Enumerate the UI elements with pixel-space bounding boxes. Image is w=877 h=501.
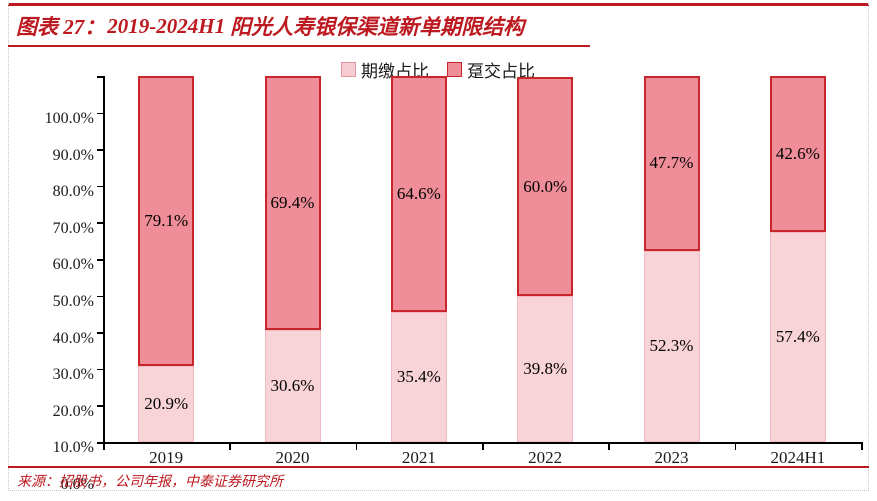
y-axis-tick: [97, 222, 103, 224]
footer-rule: [8, 466, 869, 468]
legend-swatch-icon-dunjiao: [447, 62, 462, 77]
bar-group[interactable]: 52.3% 47.7%: [643, 76, 700, 442]
y-axis-tick: [97, 185, 103, 188]
y-axis-tick-label: 60.0%: [52, 256, 94, 274]
legend-item-dunjiao[interactable]: 趸交占比: [447, 57, 535, 82]
x-axis-tick: [229, 442, 231, 450]
bar-segment-qijiao[interactable]: [264, 330, 321, 442]
bar-value-label-qijiao: 35.4%: [396, 367, 441, 387]
y-axis-tick-label: 40.0%: [52, 329, 94, 347]
x-axis-tick: [103, 442, 105, 450]
y-axis-tick: [97, 442, 103, 444]
figure-number-label: 图表 27：: [16, 15, 106, 39]
y-axis-tick-label: 30.0%: [52, 366, 94, 384]
bar-value-label-qijiao: 39.8%: [523, 359, 568, 379]
x-axis-category-label: 2021: [401, 448, 436, 467]
bar-value-label-dunjiao: 79.1%: [144, 210, 189, 230]
bar-segment-qijiao[interactable]: [390, 312, 447, 442]
x-axis-tick: [734, 442, 737, 450]
y-axis-line: [103, 76, 105, 443]
y-axis-tick: [97, 295, 103, 298]
figure-title-text: 阳光人寿银保渠道新单期限结构: [230, 15, 525, 39]
bar-segment-qijiao[interactable]: [138, 365, 195, 442]
y-axis-tick: [97, 112, 103, 115]
x-axis-category-label: 2020: [275, 448, 310, 467]
x-axis-tick: [482, 442, 484, 450]
bar-group[interactable]: 39.8% 60.0%: [517, 76, 574, 442]
y-axis-tick-label: 20.0%: [52, 402, 94, 420]
legend-label-dunjiao: 趸交占比: [467, 62, 535, 81]
legend-swatch-icon-qijiao: [341, 62, 356, 77]
x-axis-category-label: 2024H1: [770, 448, 826, 467]
y-axis-tick-label: 70.0%: [52, 219, 94, 237]
y-axis-tick-label: 100.0%: [44, 110, 94, 127]
bar-group[interactable]: 20.9% 79.1%: [138, 76, 195, 442]
y-axis-tick-label: 80.0%: [52, 183, 94, 201]
source-note: 来源：招股书，公司年报，中泰证券研究所: [17, 475, 283, 490]
bar-segment-dunjiao[interactable]: [264, 76, 321, 331]
figure-title: 图表 27： 2019-2024H1 阳光人寿银保渠道新单期限结构: [16, 9, 616, 43]
bar-segment-qijiao[interactable]: [769, 231, 826, 442]
figure-title-years: 2019-2024H1: [107, 13, 226, 38]
top-rule: [8, 3, 869, 6]
bar-value-label-dunjiao: 42.6%: [775, 143, 820, 163]
bar-series-container: 20.9% 79.1% 30.6% 69.4% 35.4% 64.6% 39.8% 60.0%…: [103, 76, 861, 442]
y-axis-tick: [97, 76, 103, 78]
y-axis-tick: [97, 405, 103, 407]
bar-value-label-qijiao: 52.3%: [649, 336, 694, 356]
bar-segment-dunjiao[interactable]: [390, 76, 447, 313]
bar-value-label-qijiao: 20.9%: [144, 393, 189, 413]
x-axis-category-label: 2019: [149, 448, 184, 467]
y-axis-labels: 0.0% 10.0% 20.0% 30.0% 40.0% 50.0% 60.0% 70.0% 8…: [16, 110, 94, 493]
bar-group[interactable]: 35.4% 64.6%: [390, 76, 447, 442]
plot-region: 20.9% 79.1% 30.6% 69.4% 35.4% 64.6% 39.8% 60.0%…: [97, 76, 863, 450]
bar-value-label-qijiao: 30.6%: [270, 376, 315, 396]
y-axis-tick-label: 50.0%: [52, 293, 94, 310]
x-axis-category-label: 2023: [654, 448, 689, 467]
bar-segment-dunjiao[interactable]: [138, 76, 195, 366]
y-axis-tick: [97, 259, 103, 261]
left-border: [8, 3, 9, 491]
bar-segment-dunjiao[interactable]: [769, 76, 826, 232]
bar-segment-qijiao[interactable]: [643, 250, 700, 442]
bar-segment-dunjiao[interactable]: [643, 76, 700, 251]
bar-value-label-qijiao: 57.4%: [775, 326, 820, 346]
x-axis-tick: [355, 442, 358, 450]
bar-value-label-dunjiao: 64.6%: [396, 184, 441, 204]
bar-group[interactable]: 57.4% 42.6%: [769, 76, 826, 442]
y-axis-tick-label: 10.0%: [52, 439, 94, 457]
x-axis-labels: 2019 2020 2021 2022 2023 2024H1: [103, 448, 861, 474]
chart-area: 期缴占比 趸交占比 0.0% 10.0% 20.0% 30.0% 40.0% 50.0% 6…: [8, 48, 868, 493]
y-axis-tick-label: 90.0%: [52, 146, 94, 164]
right-border: [868, 3, 869, 491]
bar-value-label-dunjiao: 47.7%: [649, 153, 694, 173]
bar-value-label-dunjiao: 69.4%: [270, 193, 315, 213]
bottom-border: [8, 490, 869, 491]
x-axis-tick: [608, 442, 610, 450]
x-axis-tick: [861, 442, 863, 450]
bar-segment-qijiao[interactable]: [517, 296, 574, 442]
bar-value-label-dunjiao: 60.0%: [523, 176, 568, 196]
y-axis-tick-label: 0.0%: [60, 476, 94, 493]
y-axis-tick: [97, 149, 103, 151]
bar-segment-dunjiao[interactable]: [517, 76, 574, 297]
y-axis-tick: [97, 332, 103, 334]
y-axis-tick: [97, 368, 103, 371]
bar-group[interactable]: 30.6% 69.4%: [264, 76, 321, 442]
x-axis-category-label: 2022: [528, 448, 563, 467]
title-underline: [8, 45, 590, 47]
